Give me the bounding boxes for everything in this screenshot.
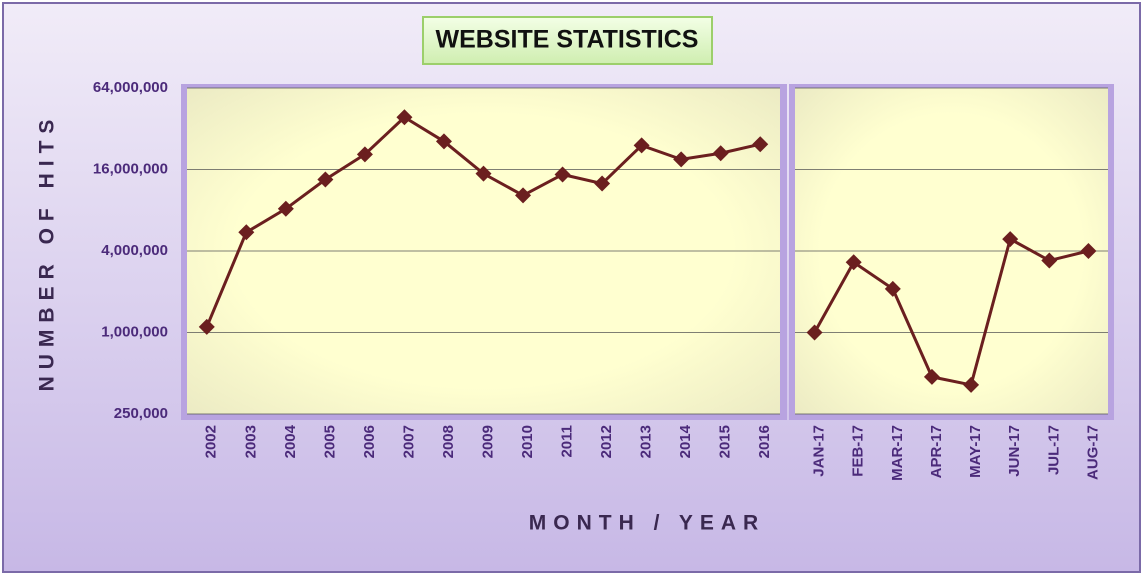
data-marker — [806, 324, 823, 341]
x-tick-label: 2008 — [440, 425, 457, 458]
y-tick-label: 1,000,000 — [101, 323, 168, 340]
data-marker — [752, 136, 769, 153]
y-axis-label: NUMBER OF HITS — [36, 113, 59, 392]
x-tick-label: 2006 — [361, 425, 378, 458]
data-marker — [515, 187, 532, 204]
data-marker — [435, 133, 452, 150]
x-tick-label: 2007 — [400, 425, 417, 458]
x-tick-label: 2005 — [321, 425, 338, 458]
data-marker — [963, 376, 980, 393]
data-marker — [396, 109, 413, 126]
x-tick-label: JUN-17 — [1006, 425, 1023, 477]
data-marker — [1080, 243, 1097, 259]
data-marker — [356, 146, 373, 163]
x-tick-label: 2016 — [756, 425, 773, 458]
x-tick-label: 2003 — [242, 425, 259, 458]
data-marker — [554, 166, 571, 183]
x-tick-label: 2010 — [519, 425, 536, 458]
data-marker — [198, 318, 215, 335]
x-tick-label: 2011 — [559, 425, 576, 458]
x-tick-label: 2002 — [203, 425, 220, 458]
x-tick-label: APR-17 — [928, 425, 945, 478]
chart-title: WEBSITE STATISTICS — [436, 26, 699, 54]
y-tick-label: 16,000,000 — [93, 160, 168, 177]
data-marker — [712, 145, 729, 162]
data-marker — [317, 171, 334, 188]
x-tick-label: MAR-17 — [889, 425, 906, 481]
data-marker — [594, 175, 611, 192]
data-marker — [884, 280, 901, 297]
data-marker — [277, 200, 294, 217]
data-marker — [1041, 252, 1058, 269]
y-tick-label: 4,000,000 — [101, 242, 168, 259]
x-tick-label: 2004 — [282, 424, 299, 458]
data-marker — [923, 368, 940, 385]
x-tick-label: 2009 — [479, 425, 496, 458]
x-tick-label: 2015 — [717, 425, 734, 458]
x-tick-label: AUG-17 — [1084, 425, 1101, 480]
x-axis-label: MONTH / YEAR — [529, 512, 765, 535]
data-marker — [238, 224, 255, 241]
data-marker — [633, 137, 650, 154]
y-tick-label: 250,000 — [114, 405, 168, 422]
data-line — [813, 236, 1089, 387]
x-tick-label: 2012 — [598, 425, 615, 458]
data-marker — [475, 165, 492, 182]
x-tick-label: FEB-17 — [850, 425, 867, 477]
data-marker — [845, 254, 862, 271]
data-marker — [673, 151, 690, 168]
data-marker — [1002, 231, 1019, 248]
x-tick-label: MAY-17 — [967, 425, 984, 478]
x-tick-label: 2013 — [638, 425, 655, 458]
title-box — [422, 16, 713, 65]
y-tick-label: 64,000,000 — [93, 79, 168, 96]
x-tick-label: JAN-17 — [811, 425, 828, 477]
x-tick-label: 2014 — [677, 424, 694, 458]
x-tick-label: JUL-17 — [1045, 425, 1062, 475]
